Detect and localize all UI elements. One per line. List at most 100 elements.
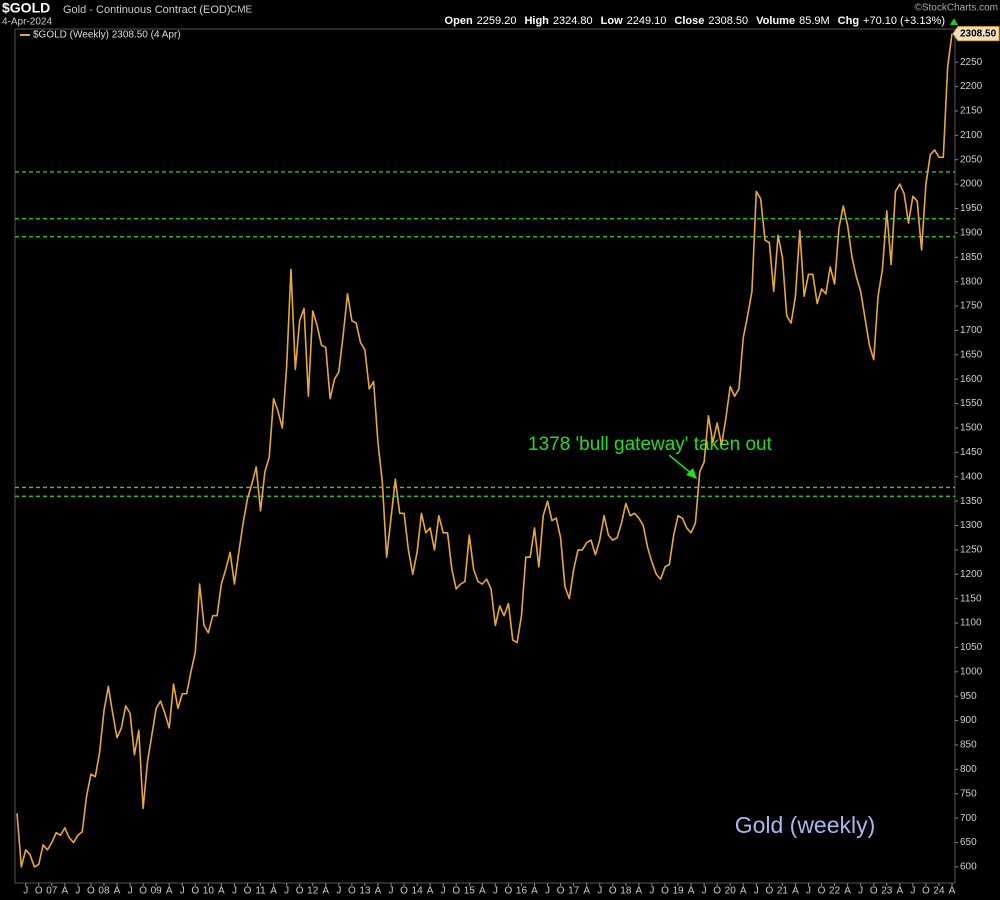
quote-value: 2259.20 bbox=[477, 15, 517, 27]
y-tick-label: 1950 bbox=[960, 203, 983, 214]
quote-label: High bbox=[524, 15, 549, 27]
y-tick-label: 1050 bbox=[960, 642, 983, 653]
y-tick-label: 1450 bbox=[960, 447, 983, 458]
quote-value: +70.10 (+3.13%) bbox=[863, 15, 945, 27]
y-tick-label: 650 bbox=[960, 837, 977, 848]
x-tick-label: 11 bbox=[255, 886, 266, 897]
x-tick-label: 10 bbox=[203, 886, 215, 897]
y-tick-label: 750 bbox=[960, 788, 977, 799]
x-tick-label: J bbox=[441, 886, 446, 897]
x-tick-label: O bbox=[87, 886, 95, 897]
x-tick-label: A bbox=[114, 886, 121, 897]
y-tick-label: 1600 bbox=[960, 374, 983, 385]
x-tick-label: 23 bbox=[881, 886, 893, 897]
x-tick-label: 12 bbox=[307, 886, 319, 897]
x-tick-label: O bbox=[191, 886, 199, 897]
credit: ©StockCharts.com bbox=[914, 3, 998, 14]
quote-label: Close bbox=[674, 15, 704, 27]
x-tick-label: J bbox=[910, 886, 915, 897]
x-tick-label: 08 bbox=[98, 886, 110, 897]
y-tick-label: 1350 bbox=[960, 496, 983, 507]
x-tick-label: 07 bbox=[46, 886, 58, 897]
y-tick-label: 1300 bbox=[960, 520, 983, 531]
x-tick-label: A bbox=[375, 886, 382, 897]
quote-label: Volume bbox=[756, 15, 795, 27]
x-tick-label: A bbox=[479, 886, 486, 897]
subtitle: Gold - Continuous Contract (EOD) bbox=[63, 4, 231, 16]
y-tick-label: 800 bbox=[960, 764, 977, 775]
y-tick-label: 2150 bbox=[960, 106, 983, 117]
x-tick-label: A bbox=[270, 886, 277, 897]
x-tick-label: A bbox=[427, 886, 434, 897]
x-tick-label: J bbox=[128, 886, 133, 897]
x-tick-label: J bbox=[232, 886, 237, 897]
x-tick-label: 16 bbox=[516, 886, 528, 897]
x-tick-label: A bbox=[844, 886, 851, 897]
y-tick-label: 2000 bbox=[960, 179, 983, 190]
y-tick-label: 1650 bbox=[960, 349, 983, 360]
quote-value: 2249.10 bbox=[627, 15, 667, 27]
x-tick-label: O bbox=[765, 886, 773, 897]
x-tick-label: O bbox=[870, 886, 878, 897]
y-tick-label: 2050 bbox=[960, 154, 983, 165]
quote-label: Low bbox=[601, 15, 623, 27]
x-tick-label: J bbox=[649, 886, 654, 897]
symbol: $GOLD bbox=[2, 0, 50, 16]
y-tick-label: 600 bbox=[960, 862, 977, 873]
date: 4-Apr-2024 bbox=[2, 17, 52, 28]
watermark: Gold (weekly) bbox=[735, 812, 876, 838]
annotation-arrowhead bbox=[686, 468, 697, 479]
price-line bbox=[16, 33, 953, 868]
x-tick-label: 13 bbox=[359, 886, 371, 897]
x-tick-label: O bbox=[35, 886, 43, 897]
x-tick-label: J bbox=[754, 886, 759, 897]
y-tick-label: 1800 bbox=[960, 276, 983, 287]
x-tick-label: J bbox=[858, 886, 863, 897]
x-tick-label: J bbox=[23, 886, 28, 897]
x-tick-label: A bbox=[166, 886, 173, 897]
x-tick-label: J bbox=[336, 886, 341, 897]
x-tick-label: 14 bbox=[412, 886, 424, 897]
x-tick-label: 09 bbox=[151, 886, 163, 897]
y-tick-label: 1850 bbox=[960, 252, 983, 263]
y-tick-label: 1750 bbox=[960, 301, 983, 312]
quote-value: 2324.80 bbox=[553, 15, 593, 27]
annotation: 1378 'bull gateway' taken out bbox=[528, 434, 773, 455]
y-tick-label: 1150 bbox=[960, 593, 982, 604]
x-tick-label: O bbox=[296, 886, 304, 897]
x-tick-label: O bbox=[609, 886, 617, 897]
x-tick-label: O bbox=[661, 886, 669, 897]
x-tick-label: 17 bbox=[568, 886, 580, 897]
x-tick-label: A bbox=[531, 886, 538, 897]
x-tick-label: A bbox=[792, 886, 799, 897]
x-tick-label: J bbox=[284, 886, 289, 897]
y-tick-label: 1550 bbox=[960, 398, 983, 409]
x-tick-label: J bbox=[389, 886, 394, 897]
x-tick-label: 15 bbox=[464, 886, 476, 897]
annotation-arrow bbox=[668, 454, 693, 475]
y-tick-label: 700 bbox=[960, 813, 977, 824]
x-tick-label: O bbox=[557, 886, 565, 897]
x-tick-label: J bbox=[493, 886, 498, 897]
quote: Open 2259.20 High 2324.80 Low 2249.10 Close 230… bbox=[445, 15, 945, 27]
x-tick-label: A bbox=[322, 886, 329, 897]
y-tick-label: 1000 bbox=[960, 666, 983, 677]
y-tick-label: 900 bbox=[960, 715, 977, 726]
y-tick-label: 1250 bbox=[960, 545, 983, 556]
legend-entry: $GOLD (Weekly) 2308.50 (4 Apr) bbox=[33, 30, 181, 41]
y-tick-label: 1100 bbox=[960, 618, 982, 629]
up-arrow bbox=[950, 18, 958, 25]
y-tick-label: 1200 bbox=[960, 569, 983, 580]
x-tick-label: J bbox=[702, 886, 707, 897]
x-tick-label: A bbox=[636, 886, 643, 897]
x-tick-label: O bbox=[452, 886, 460, 897]
y-tick-label: 850 bbox=[960, 740, 977, 751]
x-tick-label: 22 bbox=[829, 886, 841, 897]
x-tick-label: O bbox=[922, 886, 930, 897]
y-tick-label: 1700 bbox=[960, 325, 983, 336]
x-tick-label: 20 bbox=[725, 886, 737, 897]
x-tick-label: 18 bbox=[620, 886, 632, 897]
